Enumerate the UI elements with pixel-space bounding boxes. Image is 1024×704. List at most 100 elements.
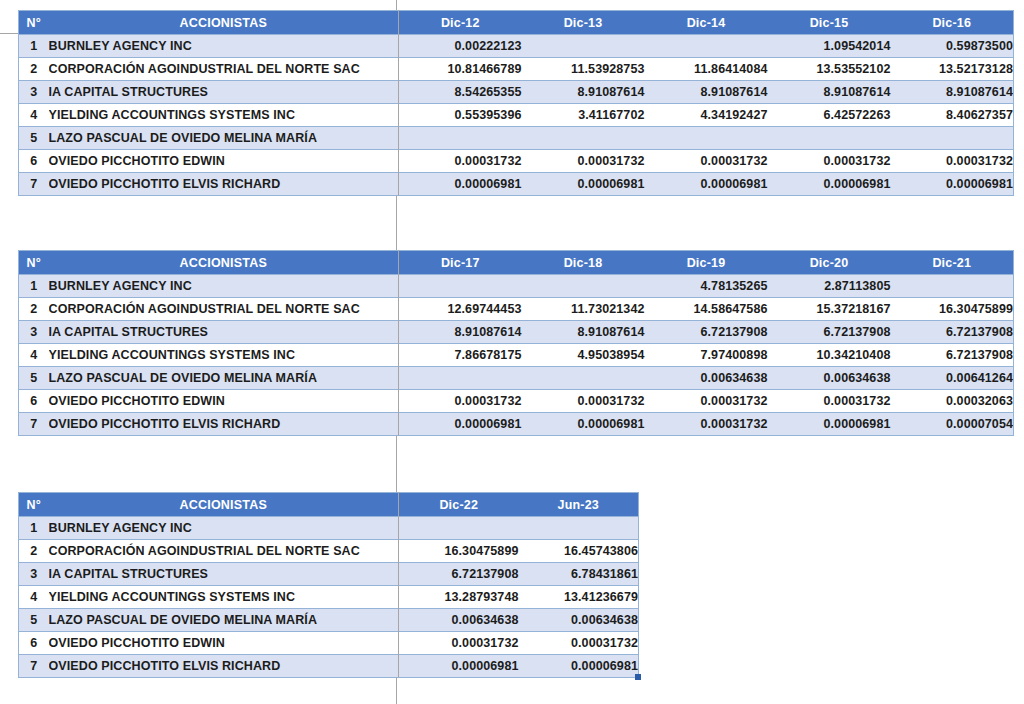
shareholding-value-cell[interactable]: 15.37218167 (768, 298, 891, 321)
shareholder-name-cell[interactable]: CORPORACIÓN AGOINDUSTRIAL DEL NORTE SAC (49, 298, 399, 321)
shareholding-value-cell[interactable]: 8.91087614 (522, 81, 645, 104)
shareholding-value-cell[interactable] (522, 127, 645, 150)
column-header-accionistas[interactable]: ACCIONISTAS (49, 493, 399, 517)
shareholding-value-cell[interactable]: 16.30475899 (891, 298, 1014, 321)
shareholding-value-cell[interactable]: 4.78135265 (645, 275, 768, 298)
row-number-cell[interactable]: 2 (19, 298, 49, 321)
column-header-num[interactable]: N° (19, 493, 49, 517)
row-number-cell[interactable]: 4 (19, 104, 49, 127)
shareholding-value-cell[interactable]: 0.00032063 (891, 390, 1014, 413)
column-header-period[interactable]: Dic-18 (522, 251, 645, 275)
shareholding-value-cell[interactable]: 8.91087614 (522, 321, 645, 344)
shareholding-value-cell[interactable]: 0.00031732 (891, 150, 1014, 173)
shareholder-name-cell[interactable]: YIELDING ACCOUNTINGS SYSTEMS INC (49, 586, 399, 609)
shareholding-value-cell[interactable]: 0.00006981 (645, 173, 768, 196)
shareholding-value-cell[interactable]: 8.91087614 (645, 81, 768, 104)
column-header-period[interactable]: Dic-21 (891, 251, 1014, 275)
shareholder-name-cell[interactable]: LAZO PASCUAL DE OVIEDO MELINA MARÍA (49, 127, 399, 150)
shareholding-value-cell[interactable]: 2.87113805 (768, 275, 891, 298)
shareholding-value-cell[interactable]: 13.28793748 (399, 586, 519, 609)
shareholding-value-cell[interactable]: 8.91087614 (891, 81, 1014, 104)
row-number-cell[interactable]: 6 (19, 390, 49, 413)
shareholding-value-cell[interactable]: 0.00006981 (891, 173, 1014, 196)
shareholding-value-cell[interactable] (645, 127, 768, 150)
row-number-cell[interactable]: 2 (19, 540, 49, 563)
row-number-cell[interactable]: 3 (19, 563, 49, 586)
row-number-cell[interactable]: 5 (19, 127, 49, 150)
shareholding-value-cell[interactable]: 3.41167702 (522, 104, 645, 127)
shareholder-name-cell[interactable]: CORPORACIÓN AGOINDUSTRIAL DEL NORTE SAC (49, 540, 399, 563)
shareholding-value-cell[interactable]: 0.00031732 (522, 150, 645, 173)
shareholding-value-cell[interactable]: 0.00031732 (519, 632, 639, 655)
shareholding-value-cell[interactable] (645, 35, 768, 58)
column-header-period[interactable]: Dic-15 (768, 11, 891, 35)
shareholding-value-cell[interactable]: 14.58647586 (645, 298, 768, 321)
column-header-period[interactable]: Dic-13 (522, 11, 645, 35)
shareholding-value-cell[interactable]: 0.00006981 (399, 173, 522, 196)
shareholding-value-cell[interactable]: 0.00031732 (645, 150, 768, 173)
cell-fill-handle[interactable] (635, 674, 641, 680)
shareholding-value-cell[interactable]: 6.72137908 (768, 321, 891, 344)
shareholding-value-cell[interactable] (768, 127, 891, 150)
shareholding-value-cell[interactable]: 0.00006981 (519, 655, 639, 678)
shareholding-value-cell[interactable]: 0.00006981 (399, 413, 522, 436)
row-number-cell[interactable]: 3 (19, 321, 49, 344)
shareholding-value-cell[interactable]: 6.72137908 (891, 344, 1014, 367)
shareholding-value-cell[interactable]: 8.91087614 (768, 81, 891, 104)
row-number-cell[interactable]: 4 (19, 344, 49, 367)
shareholding-value-cell[interactable]: 0.00031732 (768, 150, 891, 173)
shareholding-value-cell[interactable]: 0.00006981 (399, 655, 519, 678)
shareholding-value-cell[interactable]: 6.78431861 (519, 563, 639, 586)
shareholding-value-cell[interactable] (891, 127, 1014, 150)
shareholding-value-cell[interactable]: 0.00222123 (399, 35, 522, 58)
shareholding-value-cell[interactable]: 11.53928753 (522, 58, 645, 81)
row-number-cell[interactable]: 5 (19, 609, 49, 632)
shareholder-name-cell[interactable]: OVIEDO PICCHOTITO EDWIN (49, 150, 399, 173)
shareholding-value-cell[interactable]: 0.00634638 (645, 367, 768, 390)
shareholder-name-cell[interactable]: IA CAPITAL STRUCTURES (49, 563, 399, 586)
column-header-accionistas[interactable]: ACCIONISTAS (49, 11, 399, 35)
shareholding-value-cell[interactable]: 0.00031732 (768, 390, 891, 413)
shareholding-value-cell[interactable] (399, 275, 522, 298)
shareholding-value-cell[interactable]: 13.53552102 (768, 58, 891, 81)
column-header-period[interactable]: Dic-16 (891, 11, 1014, 35)
shareholding-value-cell[interactable] (399, 127, 522, 150)
shareholding-value-cell[interactable]: 0.00031732 (399, 150, 522, 173)
row-number-cell[interactable]: 1 (19, 35, 49, 58)
row-number-cell[interactable]: 5 (19, 367, 49, 390)
shareholding-value-cell[interactable]: 0.00031732 (645, 413, 768, 436)
shareholder-name-cell[interactable]: YIELDING ACCOUNTINGS SYSTEMS INC (49, 104, 399, 127)
shareholding-value-cell[interactable]: 8.54265355 (399, 81, 522, 104)
row-number-cell[interactable]: 4 (19, 586, 49, 609)
shareholding-value-cell[interactable]: 7.86678175 (399, 344, 522, 367)
shareholding-value-cell[interactable]: 0.00006981 (768, 413, 891, 436)
shareholding-value-cell[interactable]: 0.00634638 (399, 609, 519, 632)
shareholding-value-cell[interactable]: 0.00031732 (399, 390, 522, 413)
shareholding-value-cell[interactable]: 6.72137908 (891, 321, 1014, 344)
shareholding-value-cell[interactable]: 12.69744453 (399, 298, 522, 321)
shareholder-name-cell[interactable]: BURNLEY AGENCY INC (49, 275, 399, 298)
column-header-period[interactable]: Dic-12 (399, 11, 522, 35)
shareholding-value-cell[interactable] (519, 517, 639, 540)
column-header-period[interactable]: Dic-22 (399, 493, 519, 517)
shareholding-value-cell[interactable]: 6.72137908 (399, 563, 519, 586)
shareholding-value-cell[interactable] (399, 367, 522, 390)
shareholding-value-cell[interactable]: 8.40627357 (891, 104, 1014, 127)
shareholding-value-cell[interactable] (522, 35, 645, 58)
shareholder-name-cell[interactable]: LAZO PASCUAL DE OVIEDO MELINA MARÍA (49, 609, 399, 632)
shareholder-name-cell[interactable]: OVIEDO PICCHOTITO EDWIN (49, 632, 399, 655)
shareholding-value-cell[interactable]: 8.91087614 (399, 321, 522, 344)
row-number-cell[interactable]: 1 (19, 517, 49, 540)
shareholding-value-cell[interactable] (522, 275, 645, 298)
row-number-cell[interactable]: 3 (19, 81, 49, 104)
shareholding-value-cell[interactable]: 0.00007054 (891, 413, 1014, 436)
shareholding-value-cell[interactable]: 11.73021342 (522, 298, 645, 321)
shareholder-name-cell[interactable]: IA CAPITAL STRUCTURES (49, 321, 399, 344)
shareholding-value-cell[interactable]: 0.00634638 (519, 609, 639, 632)
row-number-cell[interactable]: 7 (19, 655, 49, 678)
column-header-accionistas[interactable]: ACCIONISTAS (49, 251, 399, 275)
shareholding-value-cell[interactable]: 0.00634638 (768, 367, 891, 390)
shareholder-name-cell[interactable]: OVIEDO PICCHOTITO ELVIS RICHARD (49, 655, 399, 678)
column-header-period[interactable]: Dic-17 (399, 251, 522, 275)
shareholding-value-cell[interactable]: 0.55395396 (399, 104, 522, 127)
